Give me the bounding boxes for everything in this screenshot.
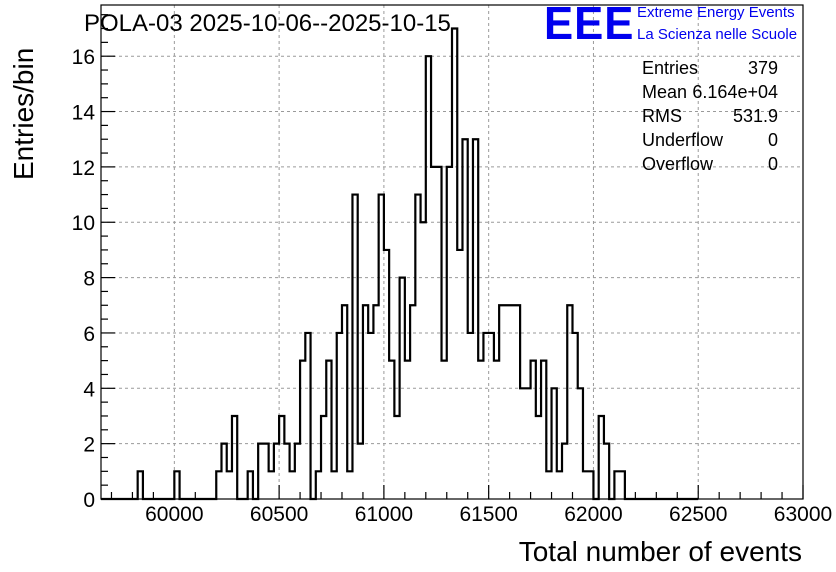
stat-row-rms: RMS 531.9 (640, 106, 782, 130)
stats-box: Entries 379 Mean 6.164e+04 RMS 531.9 Und… (640, 58, 782, 178)
stat-overflow-value: 0 (767, 154, 778, 174)
y-tick-label: 10 (72, 212, 95, 235)
y-tick-label: 6 (83, 323, 95, 346)
x-tick-label: 60500 (250, 503, 308, 526)
y-axis-ticks: 0 2 4 6 8 10 12 14 16 (72, 14, 115, 512)
y-tick-label: 8 (83, 268, 95, 291)
stat-entries-value: 379 (747, 58, 778, 78)
stat-row-mean: Mean 6.164e+04 (640, 82, 782, 106)
stat-overflow-label: Overflow (642, 154, 714, 174)
y-tick-label: 0 (83, 489, 95, 512)
stat-underflow-label: Underflow (642, 130, 724, 150)
y-tick-label: 2 (83, 434, 95, 457)
x-axis-ticks: 60000 60500 61000 61500 62000 62500 63000 (110, 485, 832, 526)
stat-mean-value: 6.164e+04 (692, 82, 778, 102)
chart-title: POLA-03 2025-10-06--2025-10-15 (84, 10, 451, 37)
plot-frame (100, 4, 804, 500)
histogram-outline (101, 27, 699, 501)
logo-line-2: La Scienza nelle Scuole (637, 26, 798, 43)
eee-logo: EEE Extreme Energy Events La Scienza nel… (544, 0, 834, 49)
eee-logo-mark: EEE (544, 0, 635, 49)
stat-rms-label: RMS (642, 106, 682, 126)
y-tick-label: 16 (72, 46, 95, 69)
stat-entries-label: Entries (642, 58, 699, 78)
y-tick-label: 12 (72, 157, 95, 180)
stat-row-overflow: Overflow 0 (640, 154, 782, 178)
x-axis-title: Total number of events (518, 536, 802, 567)
stat-rms-value: 531.9 (732, 106, 778, 126)
x-tick-label: 61000 (355, 503, 413, 526)
stat-mean-label: Mean (642, 82, 688, 102)
y-tick-label: 14 (72, 102, 96, 125)
stat-row-entries: Entries 379 (640, 58, 782, 82)
x-tick-label: 63000 (774, 503, 832, 526)
x-tick-label: 62500 (669, 503, 727, 526)
stat-row-underflow: Underflow 0 (640, 130, 782, 154)
x-tick-label: 60000 (145, 503, 203, 526)
y-tick-label: 4 (83, 378, 95, 401)
y-axis-title: Entries/bin (8, 47, 39, 180)
stat-underflow-value: 0 (767, 130, 778, 150)
logo-line-1: Extreme Energy Events (637, 4, 795, 21)
x-tick-label: 62000 (564, 503, 622, 526)
x-tick-label: 61500 (459, 503, 517, 526)
